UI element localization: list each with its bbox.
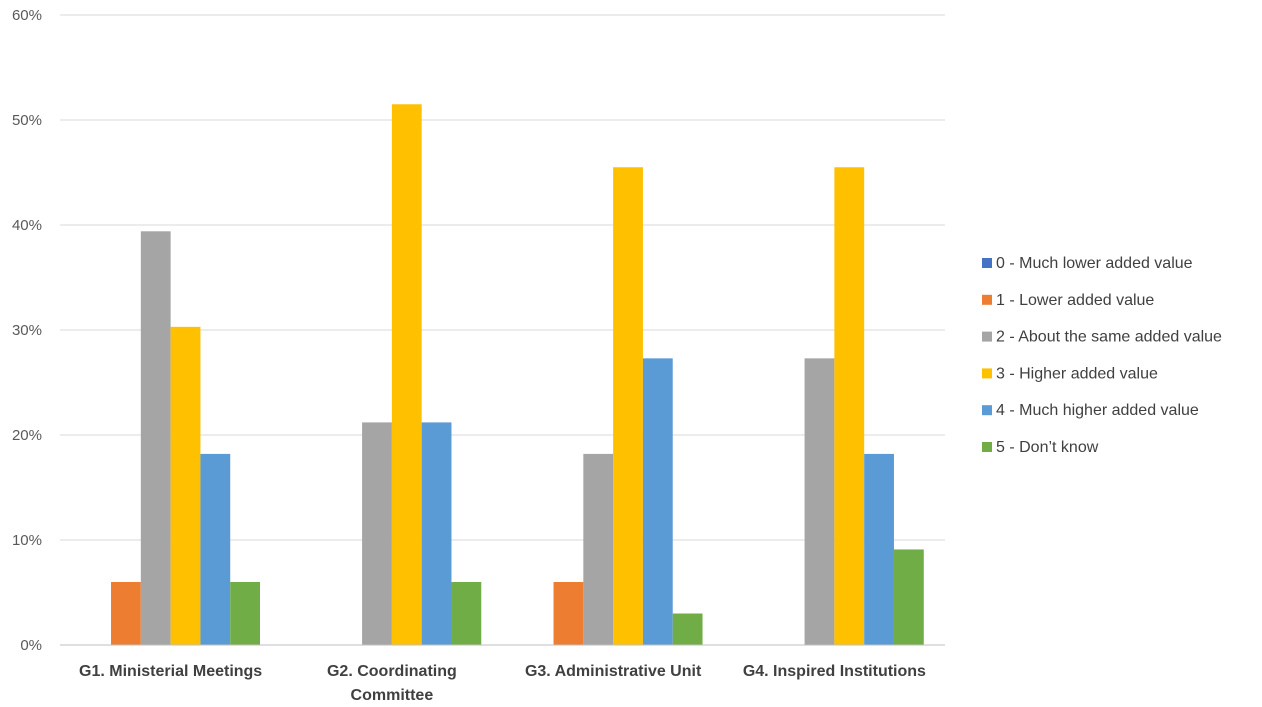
- bar-g3-series-4: [642, 358, 673, 645]
- legend-label: 4 - Much higher added value: [996, 402, 1199, 419]
- legend-label: 3 - Higher added value: [996, 365, 1158, 382]
- y-tick-label: 60%: [12, 7, 42, 24]
- category-label: G4. Inspired Institutions: [743, 663, 926, 680]
- category-label: G2. Coordinating Committee: [327, 663, 457, 704]
- bar-g4-series-2: [804, 358, 835, 645]
- bar-g1-series-2: [140, 231, 171, 646]
- y-tick-label: 40%: [12, 217, 42, 234]
- category-label-line: Committee: [351, 687, 434, 704]
- legend-item: 3 - Higher added value: [982, 365, 1158, 382]
- bar-g4-series-5: [893, 549, 924, 645]
- category-label-line: G2. Coordinating: [327, 663, 457, 680]
- y-tick-label: 20%: [12, 427, 42, 444]
- legend: 0 - Much lower added value 1 - Lower adde…: [982, 255, 1222, 456]
- bar-g1-series-3: [170, 326, 201, 645]
- y-tick-label: 50%: [12, 112, 42, 129]
- category-label-line: G3. Administrative Unit: [525, 663, 702, 680]
- bar-g2-series-4: [421, 422, 452, 645]
- bar-g1-series-1: [111, 582, 141, 645]
- category-label: G3. Administrative Unit: [525, 663, 702, 680]
- legend-item: 0 - Much lower added value: [982, 255, 1193, 272]
- category-label: G1. Ministerial Meetings: [79, 663, 262, 680]
- y-tick-label: 30%: [12, 322, 42, 339]
- legend-swatch: [982, 405, 992, 416]
- legend-swatch: [982, 294, 992, 305]
- bar-g3-series-1: [553, 582, 584, 645]
- category-label-line: G4. Inspired Institutions: [743, 663, 926, 680]
- bar-g3-series-2: [583, 453, 614, 645]
- legend-item: 2 - About the same added value: [982, 329, 1222, 346]
- bar-g2-series-2: [362, 422, 392, 645]
- bar-g2-series-5: [451, 582, 482, 645]
- legend-swatch: [982, 368, 992, 379]
- legend-label: 0 - Much lower added value: [996, 255, 1193, 272]
- y-axis-ticks: 0% 10% 20% 30% 40% 50% 60%: [12, 7, 42, 654]
- legend-swatch: [982, 258, 992, 268]
- legend-item: 1 - Lower added value: [982, 292, 1154, 309]
- legend-swatch: [982, 331, 992, 342]
- gridlines: [60, 14, 945, 541]
- bar-g1-series-4: [200, 453, 231, 645]
- legend-label: 2 - About the same added value: [996, 329, 1222, 346]
- legend-swatch: [982, 442, 992, 452]
- bar-g3-series-5: [672, 613, 703, 645]
- category-labels: G1. Ministerial Meetings G2. Coordinating…: [79, 663, 926, 704]
- category-label-line: G1. Ministerial Meetings: [79, 663, 262, 680]
- bar-g2-series-3: [391, 104, 422, 645]
- bar-g1-series-5: [230, 582, 261, 645]
- y-tick-label: 0%: [20, 637, 42, 654]
- legend-label: 5 - Don’t know: [996, 439, 1099, 456]
- legend-item: 4 - Much higher added value: [982, 402, 1199, 419]
- legend-label: 1 - Lower added value: [996, 292, 1154, 309]
- legend-item: 5 - Don’t know: [982, 439, 1099, 456]
- bar-g4-series-3: [834, 167, 865, 645]
- bar-g3-series-3: [613, 167, 643, 645]
- y-tick-label: 10%: [12, 532, 42, 549]
- bar-g4-series-4: [864, 453, 894, 645]
- bars: [111, 104, 924, 646]
